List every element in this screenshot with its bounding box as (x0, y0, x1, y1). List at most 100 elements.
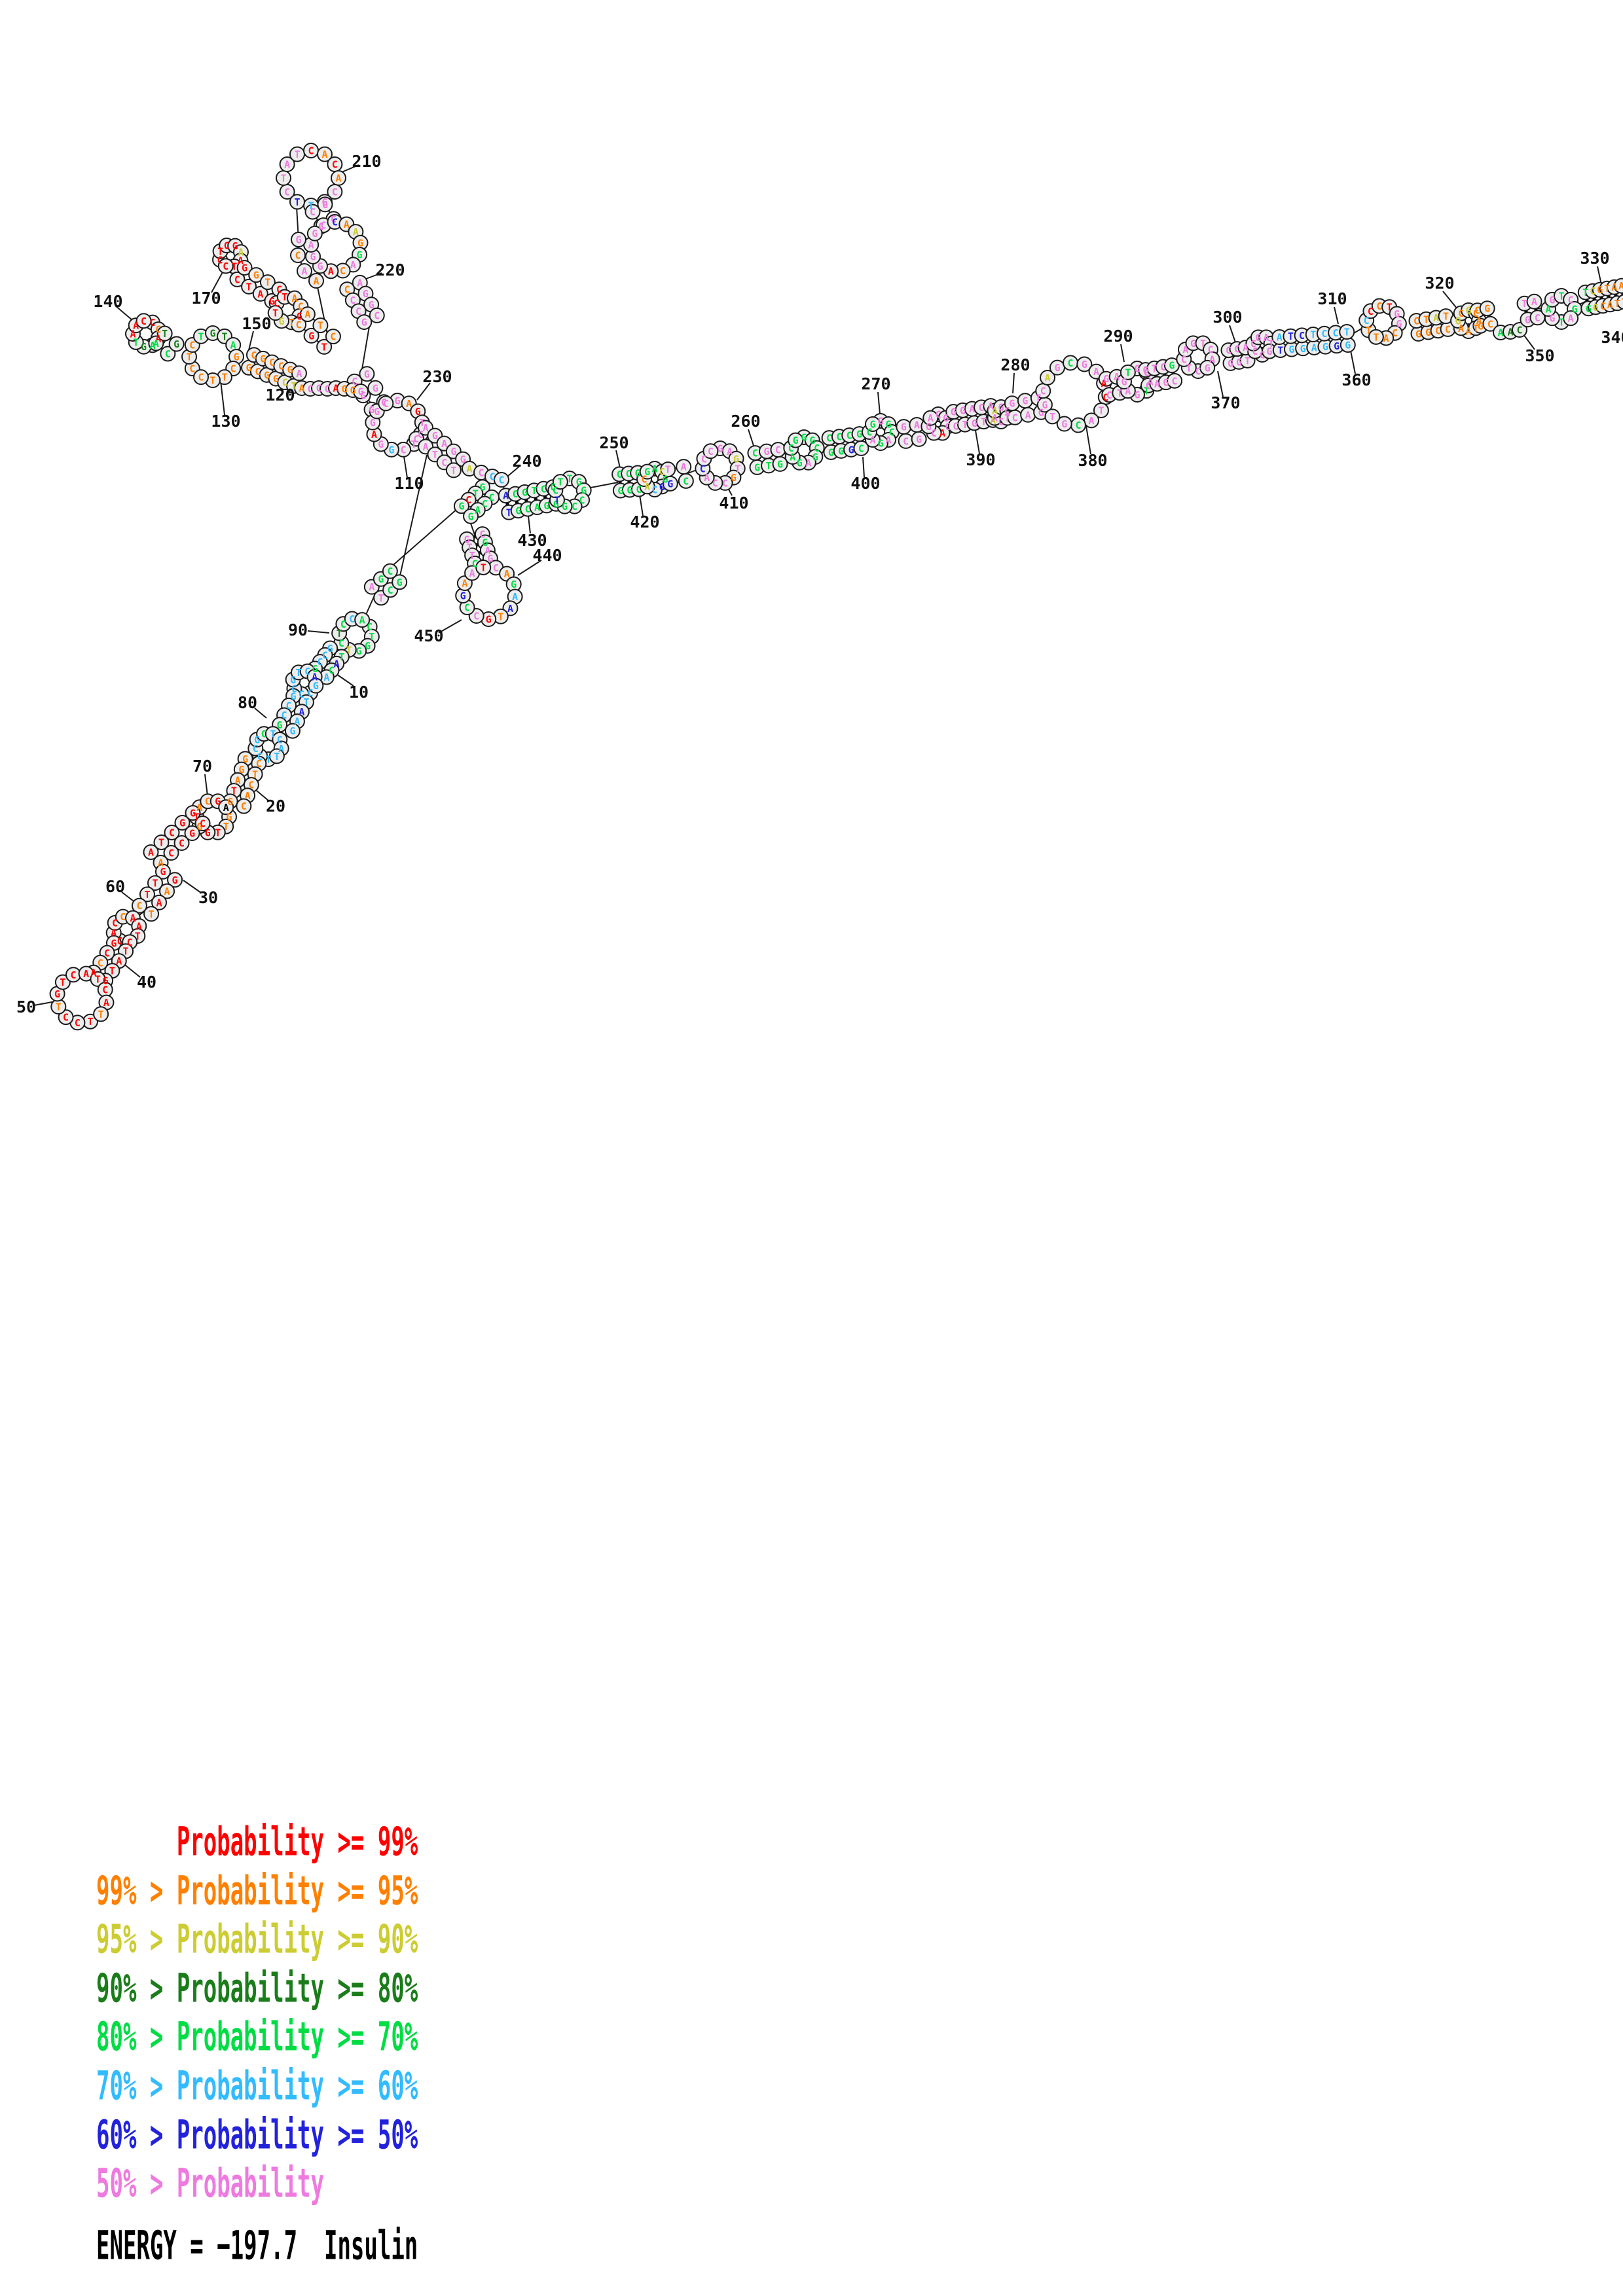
nucleotide-circle (382, 563, 398, 579)
nucleotide-letter: G (1597, 284, 1603, 296)
nucleotide-letter: C (1181, 353, 1187, 365)
nucleotide-circle (392, 574, 408, 590)
position-label: 130 (211, 412, 240, 431)
backbone-line (115, 305, 133, 321)
nucleotide-letter: C (636, 484, 642, 495)
nucleotide-letter: A (992, 405, 998, 417)
nucleotide-letter: C (866, 427, 872, 439)
nucleotide-letter: G (179, 817, 185, 829)
nucleotide-circle (291, 232, 306, 247)
legend-row: 95% > Probability >= 90% (96, 1916, 418, 1964)
nucleotide-letter: A (534, 501, 540, 513)
nucleotide-letter: G (103, 975, 109, 987)
nucleotide-circle (327, 184, 343, 200)
nucleotide-letter: G (1525, 314, 1531, 326)
nucleotide-letter: T (291, 380, 297, 392)
position-label: 320 (1425, 274, 1454, 293)
nucleotide-letter: G (378, 573, 384, 585)
nucleotide-letter: G (1228, 357, 1233, 369)
nucleotide-letter: A (1476, 315, 1482, 327)
nucleotide-letter: C (953, 420, 958, 432)
position-label: 230 (422, 367, 452, 386)
backbone-line (517, 560, 542, 576)
nucleotide-letter: G (432, 430, 438, 442)
nucleotide-circle (864, 416, 881, 432)
nucleotide-letter: G (511, 579, 517, 590)
nucleotide-letter: G (460, 454, 466, 465)
nucleotide-letter: A (133, 320, 139, 332)
nucleotide-letter: G (312, 228, 318, 240)
backbone-line (399, 454, 428, 579)
nucleotide-letter: A (423, 422, 429, 434)
nucleotide-letter: C (1252, 346, 1258, 357)
nucleotide-letter: C (324, 384, 330, 395)
nucleotide-letter: G (196, 821, 202, 833)
nucleotide-letter: C (1364, 315, 1370, 327)
position-label: 210 (352, 152, 381, 171)
nucleotide-letter: G (1549, 313, 1555, 325)
nucleotide-letter: A (466, 463, 472, 475)
backbone-line (33, 1001, 56, 1006)
nucleotide-letter: A (1154, 378, 1160, 390)
position-label: 430 (517, 531, 547, 550)
nucleotide-letter: C (814, 442, 820, 454)
nucleotide-letter: C (1435, 325, 1441, 337)
nucleotide-letter: A (308, 239, 314, 251)
nucleotide-letter: T (264, 277, 270, 289)
nucleotide-letter: C (482, 498, 488, 510)
nucleotide-circle (306, 225, 323, 242)
backbone-line (341, 164, 359, 173)
nucleotide-circle (316, 338, 333, 355)
nucleotide-letter: G (635, 467, 641, 479)
nucleotide-letter: G (394, 395, 400, 407)
position-label: 310 (1317, 289, 1347, 308)
nucleotide-letter: C (1458, 308, 1464, 319)
nucleotide-letter: T (369, 631, 374, 643)
nucleotide-letter: C (413, 433, 419, 445)
nucleotide-letter: C (70, 969, 76, 981)
nucleotide-circle (297, 263, 312, 279)
nucleotide-letter: A (704, 472, 710, 484)
nucleotide-letter: C (75, 1017, 81, 1029)
nucleotide-letter: A (83, 968, 89, 980)
nucleotide-letter: G (373, 382, 378, 394)
nucleotide-letter: G (1103, 373, 1109, 385)
nucleotide-letter: C (282, 377, 288, 389)
nucleotide-letter: G (360, 390, 366, 402)
nucleotide-letter: T (221, 372, 227, 384)
nucleotide-letter: G (797, 457, 803, 469)
nucleotide-letter: A (1101, 378, 1107, 389)
nucleotide-circle (317, 146, 333, 162)
position-label: 450 (414, 626, 443, 645)
nucleotide-letter: C (513, 488, 519, 500)
nucleotide-letter: A (350, 259, 356, 271)
nucleotide-letter: A (291, 293, 297, 304)
nucleotide-letter: C (979, 402, 985, 414)
backbone-line (1120, 344, 1125, 363)
nucleotide-letter: A (116, 956, 122, 967)
nucleotide-letter: C (1516, 325, 1522, 336)
nucleotide-circle (156, 325, 173, 342)
nucleotide-letter: A (1607, 299, 1613, 311)
nucleotide-letter: A (299, 383, 304, 395)
nucleotide-letter: T (98, 1009, 104, 1020)
nucleotide-letter: C (381, 397, 387, 408)
nucleotide-circle (1199, 359, 1216, 376)
nucleotide-letter: G (273, 373, 279, 385)
nucleotide-letter: T (469, 550, 475, 562)
nucleotide-letter: G (242, 753, 248, 765)
nucleotide-letter: T (1310, 329, 1316, 341)
nucleotide-letter: C (329, 665, 335, 677)
nucleotide-letter: T (346, 644, 352, 656)
nucleotide-letter: A (328, 266, 334, 278)
nucleotide-letter: C (340, 619, 346, 630)
nucleotide-letter: T (506, 507, 512, 518)
nucleotide-letter: G (246, 362, 252, 374)
nucleotide-letter: A (334, 658, 340, 670)
nucleotide-letter: G (1484, 303, 1490, 315)
nucleotide-letter: G (295, 234, 301, 246)
nucleotide-letter: G (1415, 328, 1421, 340)
nucleotide-letter: C (626, 468, 632, 480)
nucleotide-letter: G (264, 369, 270, 381)
nucleotide-letter: C (489, 471, 495, 483)
